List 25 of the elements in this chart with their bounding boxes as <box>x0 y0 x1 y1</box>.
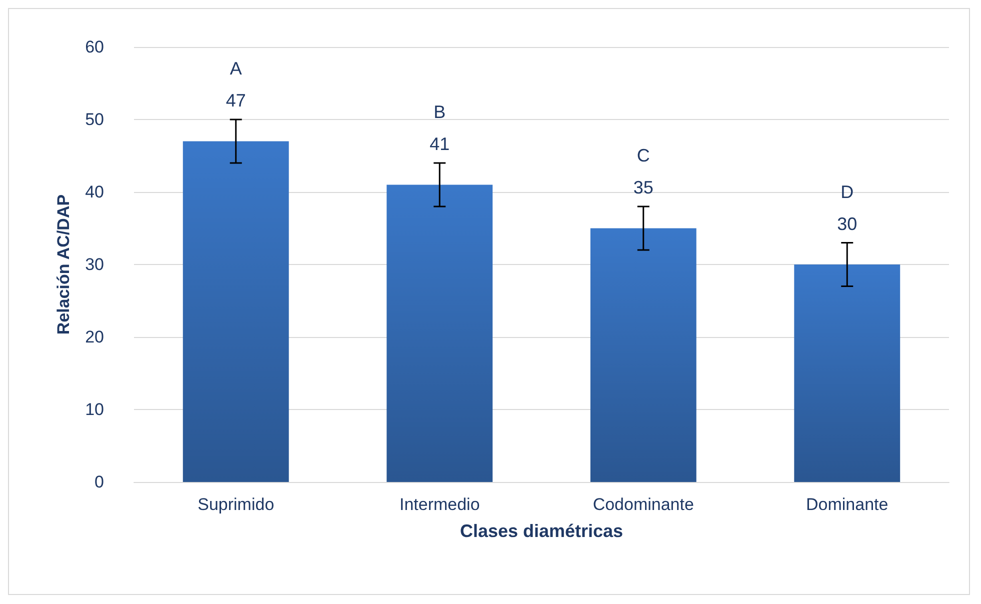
data-label: 35 <box>633 178 654 198</box>
x-tick-label: Dominante <box>806 495 888 514</box>
bar <box>182 141 289 482</box>
data-label: 30 <box>837 214 858 234</box>
y-tick-label: 10 <box>85 400 104 419</box>
x-tick-label: Suprimido <box>198 495 274 514</box>
bar <box>386 184 493 482</box>
data-label: 47 <box>226 90 246 110</box>
x-tick-label: Codominante <box>592 495 694 514</box>
annotation: B <box>434 102 446 122</box>
y-tick-label: 0 <box>94 472 104 492</box>
y-axis-title: Relación AC/DAP <box>54 194 73 335</box>
x-tick-label: Intermedio <box>399 495 480 514</box>
x-axis-title: Clases diamétricas <box>460 521 624 541</box>
annotation: D <box>840 182 854 202</box>
y-tick-label: 40 <box>85 182 104 202</box>
bar <box>794 264 900 482</box>
annotation: C <box>636 146 650 166</box>
y-tick-label: 30 <box>85 255 104 274</box>
bar <box>590 228 696 482</box>
data-label: 41 <box>430 134 450 154</box>
y-tick-label: 20 <box>85 328 104 346</box>
y-tick-label: 50 <box>85 110 104 129</box>
y-tick-label: 60 <box>85 38 104 56</box>
annotation: A <box>230 58 242 78</box>
